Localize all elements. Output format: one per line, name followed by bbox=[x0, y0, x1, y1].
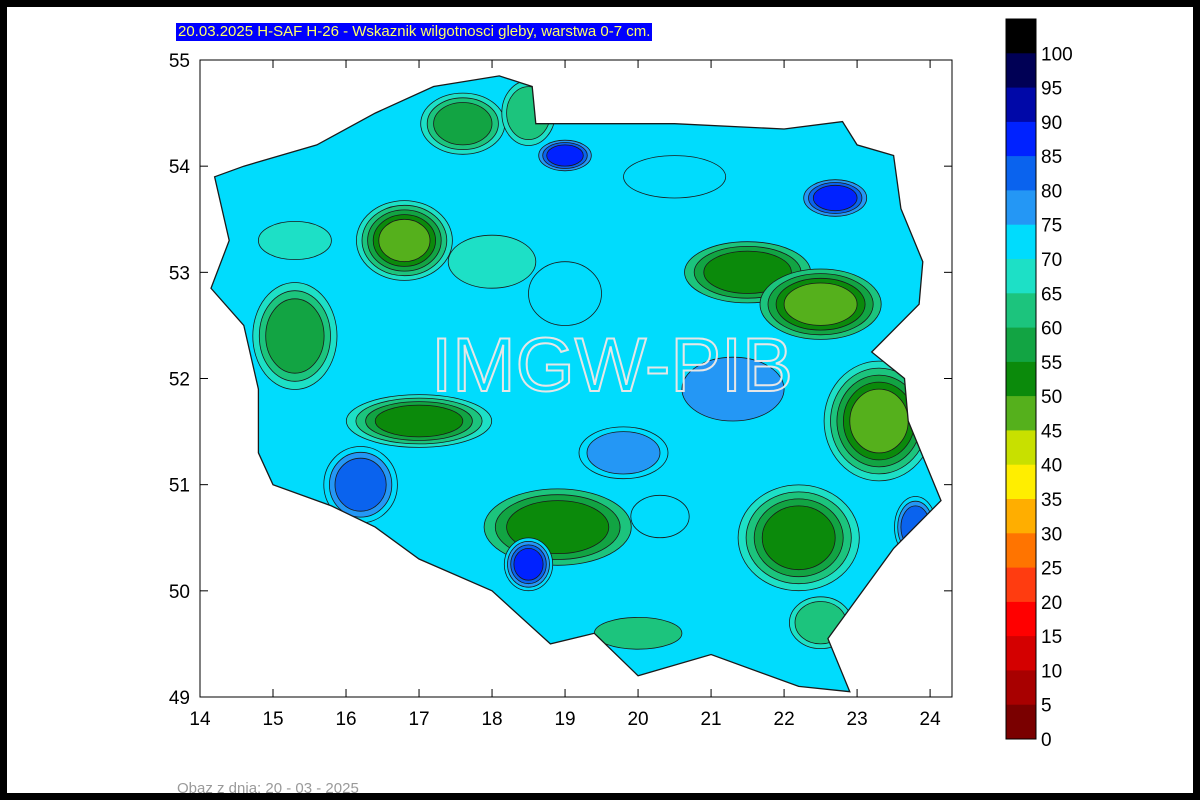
legend-swatch-55 bbox=[1006, 327, 1036, 363]
y-tick-label: 55 bbox=[169, 51, 190, 72]
legend-label: 5 bbox=[1041, 696, 1052, 717]
y-tick-label: 53 bbox=[169, 263, 190, 284]
y-tick-label: 49 bbox=[169, 688, 190, 709]
moisture-contour-22 bbox=[257, 220, 332, 260]
legend-label: 55 bbox=[1041, 353, 1062, 374]
moisture-contour-1 bbox=[433, 102, 493, 146]
legend-label: 85 bbox=[1041, 147, 1062, 168]
legend-swatch-30 bbox=[1006, 499, 1036, 534]
legend-swatch-5 bbox=[1006, 670, 1036, 706]
x-tick-label: 19 bbox=[554, 709, 575, 730]
legend-swatch-70 bbox=[1006, 224, 1036, 260]
moisture-contour-8 bbox=[703, 250, 792, 294]
legend-label: 15 bbox=[1041, 627, 1062, 648]
moisture-contour-4 bbox=[623, 155, 727, 199]
legend-label: 35 bbox=[1041, 490, 1062, 511]
moisture-contour-13 bbox=[374, 404, 464, 438]
legend-label: 45 bbox=[1041, 421, 1062, 442]
moisture-contour-7 bbox=[528, 261, 602, 326]
legend-swatch-80 bbox=[1006, 156, 1036, 191]
legend-swatch-0 bbox=[1006, 704, 1036, 740]
x-tick-label: 22 bbox=[774, 709, 795, 730]
moisture-contour-9 bbox=[783, 282, 858, 326]
legend-label: 70 bbox=[1041, 250, 1062, 271]
moisture-contour-23 bbox=[586, 431, 661, 475]
x-tick-label: 20 bbox=[627, 709, 648, 730]
legend-swatch-45 bbox=[1006, 396, 1036, 431]
x-tick-label: 21 bbox=[700, 709, 721, 730]
legend-label: 50 bbox=[1041, 387, 1062, 408]
legend-swatch-60 bbox=[1006, 293, 1036, 329]
legend-swatch-10 bbox=[1006, 636, 1036, 671]
color-legend: 1009590858075706560555045403530252015105… bbox=[1005, 18, 1073, 751]
legend-label: 30 bbox=[1041, 524, 1062, 545]
legend-label: 25 bbox=[1041, 559, 1062, 580]
y-tick-label: 54 bbox=[169, 157, 191, 178]
footer-date-note: Obaz z dnia: 20 - 03 - 2025 bbox=[177, 780, 359, 797]
x-tick-label: 23 bbox=[847, 709, 868, 730]
legend-label: 10 bbox=[1041, 661, 1062, 682]
legend-label: 0 bbox=[1041, 730, 1052, 751]
moisture-contour-0 bbox=[378, 218, 431, 263]
moisture-contour-11 bbox=[849, 388, 909, 454]
legend-label: 20 bbox=[1041, 593, 1062, 614]
y-tick-label: 50 bbox=[169, 582, 190, 603]
moisture-contour-20 bbox=[630, 494, 690, 539]
legend-border bbox=[1005, 18, 1037, 740]
axis-ticks: 14 15 16 17 18 19 20 21 22 23 24 49 50 51 52 53 54 55 bbox=[169, 51, 952, 730]
legend-swatch-85 bbox=[1006, 121, 1036, 157]
legend-label: 65 bbox=[1041, 284, 1062, 305]
legend-label: 40 bbox=[1041, 456, 1062, 477]
legend-swatch-90 bbox=[1006, 87, 1036, 123]
x-tick-label: 14 bbox=[189, 709, 211, 730]
legend-swatch-15 bbox=[1006, 601, 1036, 637]
moisture-contour-19 bbox=[593, 616, 683, 650]
moisture-contour-16 bbox=[513, 547, 544, 581]
legend-swatch-25 bbox=[1006, 533, 1036, 569]
moisture-contour-17 bbox=[761, 505, 836, 571]
legend-label: 75 bbox=[1041, 216, 1062, 237]
legend-swatch-95 bbox=[1006, 53, 1036, 89]
moisture-contour-3 bbox=[546, 144, 584, 167]
x-tick-label: 24 bbox=[920, 709, 942, 730]
moisture-contour-10 bbox=[265, 298, 325, 374]
legend-swatch-75 bbox=[1006, 190, 1036, 226]
x-tick-label: 17 bbox=[408, 709, 429, 730]
legend-swatch-65 bbox=[1006, 259, 1036, 294]
legend-label: 100 bbox=[1041, 44, 1073, 65]
x-tick-label: 15 bbox=[262, 709, 283, 730]
legend-swatch-100 bbox=[1006, 19, 1036, 54]
legend-swatch-20 bbox=[1006, 567, 1036, 603]
x-tick-label: 18 bbox=[481, 709, 502, 730]
map-title: 20.03.2025 H-SAF H-26 - Wskaznik wilgotn… bbox=[176, 23, 653, 41]
legend-swatch-50 bbox=[1006, 361, 1036, 397]
y-tick-label: 52 bbox=[169, 370, 190, 391]
legend-swatch-35 bbox=[1006, 464, 1036, 500]
moisture-contour-14 bbox=[334, 457, 387, 512]
moisture-contour-12 bbox=[681, 356, 785, 422]
y-tick-label: 51 bbox=[169, 476, 190, 497]
legend-swatch-40 bbox=[1006, 430, 1036, 466]
country-outline bbox=[210, 75, 942, 693]
legend-label: 60 bbox=[1041, 319, 1062, 340]
legend-label: 90 bbox=[1041, 113, 1062, 134]
watermark-text: IMGW-PIB bbox=[431, 323, 793, 408]
x-tick-label: 16 bbox=[335, 709, 356, 730]
figure-frame: 14 15 16 17 18 19 20 21 22 23 24 49 50 51 52 53 54 55 IMG… bbox=[7, 7, 1193, 797]
legend-label: 95 bbox=[1041, 79, 1062, 100]
moisture-contour-6 bbox=[447, 234, 537, 289]
moisture-contour-5 bbox=[812, 184, 858, 212]
legend-label: 80 bbox=[1041, 181, 1062, 202]
